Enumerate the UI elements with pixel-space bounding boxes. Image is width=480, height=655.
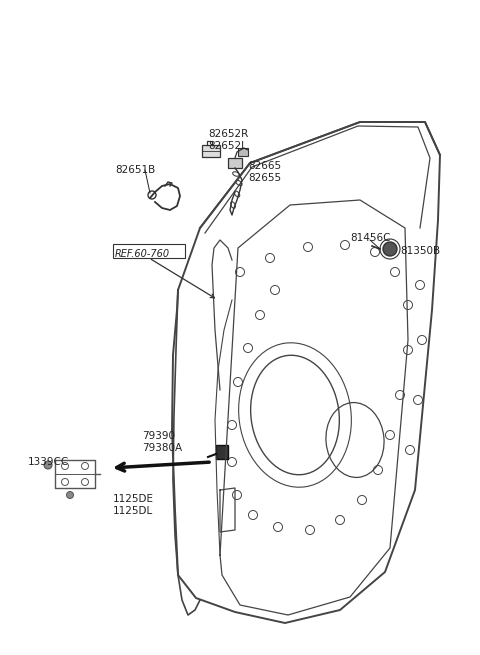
Circle shape	[44, 461, 52, 469]
Text: 81456C: 81456C	[350, 233, 391, 243]
Circle shape	[383, 242, 397, 256]
Text: 79390: 79390	[142, 431, 175, 441]
Text: 82652R: 82652R	[208, 129, 248, 139]
Text: 1339CC: 1339CC	[28, 457, 69, 467]
Text: 82651B: 82651B	[115, 165, 155, 175]
Bar	[113, 244, 185, 258]
Text: 79380A: 79380A	[142, 443, 182, 453]
Bar	[202, 145, 220, 157]
Text: 82665: 82665	[248, 161, 281, 171]
Circle shape	[67, 491, 73, 498]
Bar	[228, 158, 242, 168]
Bar	[238, 148, 248, 156]
Text: 1125DE: 1125DE	[113, 494, 154, 504]
Text: 82655: 82655	[248, 173, 281, 183]
Text: 1125DL: 1125DL	[113, 506, 153, 516]
Bar	[216, 445, 228, 459]
Text: 81350B: 81350B	[400, 246, 440, 256]
Text: 82652L: 82652L	[208, 141, 247, 151]
Text: REF.60-760: REF.60-760	[115, 249, 170, 259]
